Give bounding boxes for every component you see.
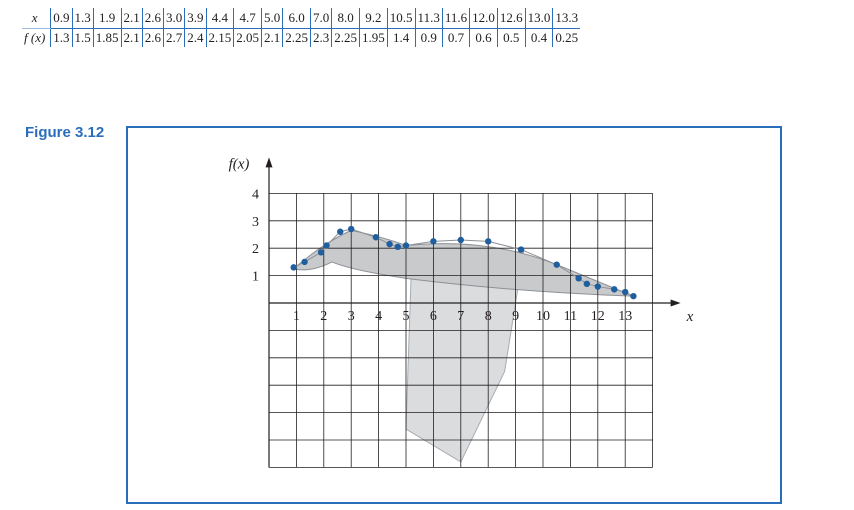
x-cell: 8.0 [331, 8, 360, 29]
fx-cell: 0.6 [469, 28, 498, 47]
data-points [290, 225, 637, 300]
x-cell: 2.1 [120, 8, 143, 29]
x-axis-label: x [686, 309, 694, 325]
x-tick-label: 4 [375, 309, 382, 324]
x-header: x [22, 8, 51, 29]
data-point [485, 238, 492, 245]
x-tick-label: 6 [430, 309, 437, 324]
figure-frame: 1 2 3 4 5 6 7 8 9 10 11 12 13 1 2 3 4 f(x) x [126, 126, 782, 504]
fx-cell: 1.3 [50, 28, 73, 47]
x-cell: 1.9 [92, 8, 122, 29]
x-cell: 13.0 [524, 8, 553, 29]
x-cell: 6.0 [282, 8, 311, 29]
x-tick-label: 9 [512, 309, 519, 324]
fx-header: f (x) [24, 30, 46, 45]
y-tick-label: 4 [252, 187, 259, 202]
fx-cell: 1.85 [92, 28, 122, 47]
x-cell: 5.0 [261, 8, 283, 29]
data-point [290, 264, 297, 271]
x-tick-label: 2 [320, 309, 327, 324]
data-point [583, 280, 591, 288]
x-tick-label: 8 [485, 309, 492, 324]
data-point [630, 292, 637, 300]
fx-cell: 2.6 [141, 28, 164, 47]
x-tick-label: 11 [564, 309, 577, 324]
x-cell: 13.3 [552, 8, 581, 29]
y-tick-label: 3 [252, 215, 259, 230]
data-point [594, 283, 601, 290]
y-tick-label: 1 [252, 270, 259, 285]
x-tick-label: 5 [403, 309, 410, 324]
fx-cell: 1.4 [386, 28, 416, 47]
fx-cell: 0.4 [524, 28, 553, 47]
data-point [553, 261, 560, 268]
x-cell: 4.7 [233, 8, 262, 29]
fx-cell: 2.3 [310, 28, 332, 47]
goose-silhouette [292, 229, 634, 463]
x-tick-label: 10 [536, 309, 550, 324]
data-point [301, 258, 308, 266]
x-tick-label: 7 [457, 309, 464, 324]
data-point [386, 240, 393, 248]
data-point [323, 242, 330, 249]
fx-cell: 2.1 [261, 28, 283, 47]
fx-cell: 1.5 [71, 28, 94, 47]
fx-cell: 1.95 [359, 28, 388, 47]
data-point [575, 275, 582, 282]
x-cell: 11.6 [441, 8, 470, 29]
fx-cell: 2.05 [233, 28, 262, 47]
data-point [394, 243, 401, 251]
fx-cell: 2.25 [331, 28, 360, 47]
x-cell: 3.0 [163, 8, 185, 29]
y-tick-label: 2 [252, 242, 259, 257]
x-tick-label: 12 [591, 309, 605, 324]
fx-cell: 0.7 [441, 28, 470, 47]
data-point [348, 225, 355, 233]
table-row-x: x 0.9 1.3 1.9 2.1 2.6 3.0 3.9 4.4 4.7 5.0 6.0 7.0 8.… [22, 8, 581, 29]
x-cell: 11.3 [414, 8, 443, 29]
fx-cell: 0.25 [552, 28, 581, 47]
fx-cell: 0.9 [414, 28, 443, 47]
data-point [430, 238, 437, 245]
fx-cell: 2.1 [120, 28, 143, 47]
x-cell: 4.4 [205, 8, 234, 29]
x-tick-label: 13 [618, 309, 632, 324]
x-tick-label: 3 [348, 309, 355, 324]
fx-cell: 0.5 [496, 28, 526, 47]
data-point [317, 249, 325, 256]
fx-cell: 2.4 [184, 28, 207, 47]
x-cell: 2.6 [141, 8, 164, 29]
y-axis-label: f(x) [229, 156, 250, 172]
data-point [517, 246, 525, 253]
x-cell: 10.5 [386, 8, 416, 29]
data-point [372, 234, 380, 241]
data-point [457, 236, 464, 244]
x-cell: 9.2 [359, 8, 388, 29]
data-table: x 0.9 1.3 1.9 2.1 2.6 3.0 3.9 4.4 4.7 5.0 6.0 7.0 8.… [22, 8, 581, 47]
grid [268, 193, 653, 468]
figure-label: Figure 3.12 [25, 124, 105, 141]
x-cell: 3.9 [184, 8, 207, 29]
fx-cell: 2.15 [205, 28, 234, 47]
fx-cell: 2.25 [282, 28, 311, 47]
data-point [402, 242, 410, 249]
fx-cell: 2.7 [163, 28, 185, 47]
x-cell: 12.0 [469, 8, 498, 29]
axes [265, 157, 681, 468]
x-cell: 7.0 [310, 8, 332, 29]
x-cell: 1.3 [71, 8, 94, 29]
x-cell: 12.6 [496, 8, 526, 29]
table-row-fx: f (x) 1.3 1.5 1.85 2.1 2.6 2.7 2.4 2.15 2.05 2.1 2… [22, 28, 581, 47]
x-tick-label: 1 [293, 309, 300, 324]
data-point [337, 228, 344, 235]
data-point [611, 286, 618, 293]
data-point [622, 288, 629, 296]
x-cell: 0.9 [50, 8, 73, 29]
